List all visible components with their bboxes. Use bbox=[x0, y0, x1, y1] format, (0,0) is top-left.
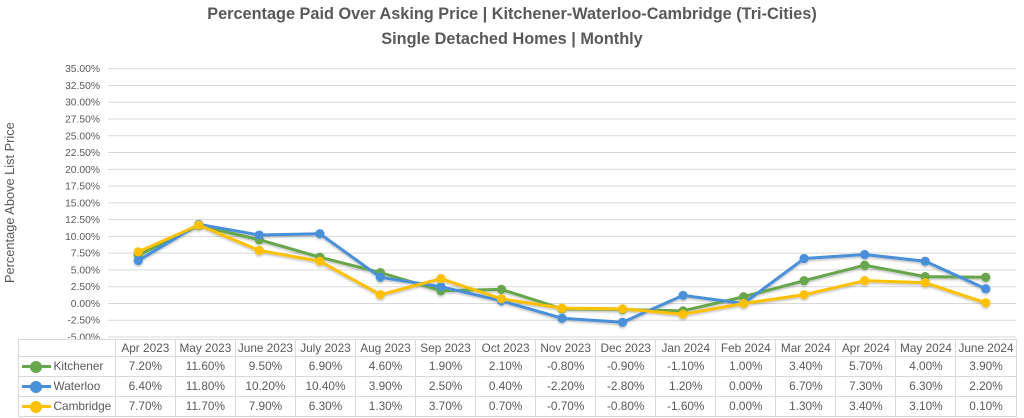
svg-text:12.50%: 12.50% bbox=[65, 215, 100, 226]
svg-text:20.00%: 20.00% bbox=[65, 165, 100, 176]
svg-text:35.00%: 35.00% bbox=[65, 64, 100, 75]
svg-text:5.00%: 5.00% bbox=[71, 265, 100, 276]
svg-text:15.00%: 15.00% bbox=[65, 198, 100, 209]
svg-text:17.50%: 17.50% bbox=[65, 182, 100, 193]
svg-text:30.00%: 30.00% bbox=[65, 98, 100, 109]
svg-text:7.50%: 7.50% bbox=[71, 249, 100, 260]
svg-text:-2.50%: -2.50% bbox=[67, 316, 100, 327]
svg-text:22.50%: 22.50% bbox=[65, 148, 100, 159]
svg-text:32.50%: 32.50% bbox=[65, 81, 100, 92]
svg-text:2.50%: 2.50% bbox=[71, 282, 100, 293]
svg-text:10.00%: 10.00% bbox=[65, 232, 100, 243]
svg-text:25.00%: 25.00% bbox=[65, 131, 100, 142]
svg-text:27.50%: 27.50% bbox=[65, 115, 100, 126]
svg-text:0.00%: 0.00% bbox=[71, 299, 100, 310]
